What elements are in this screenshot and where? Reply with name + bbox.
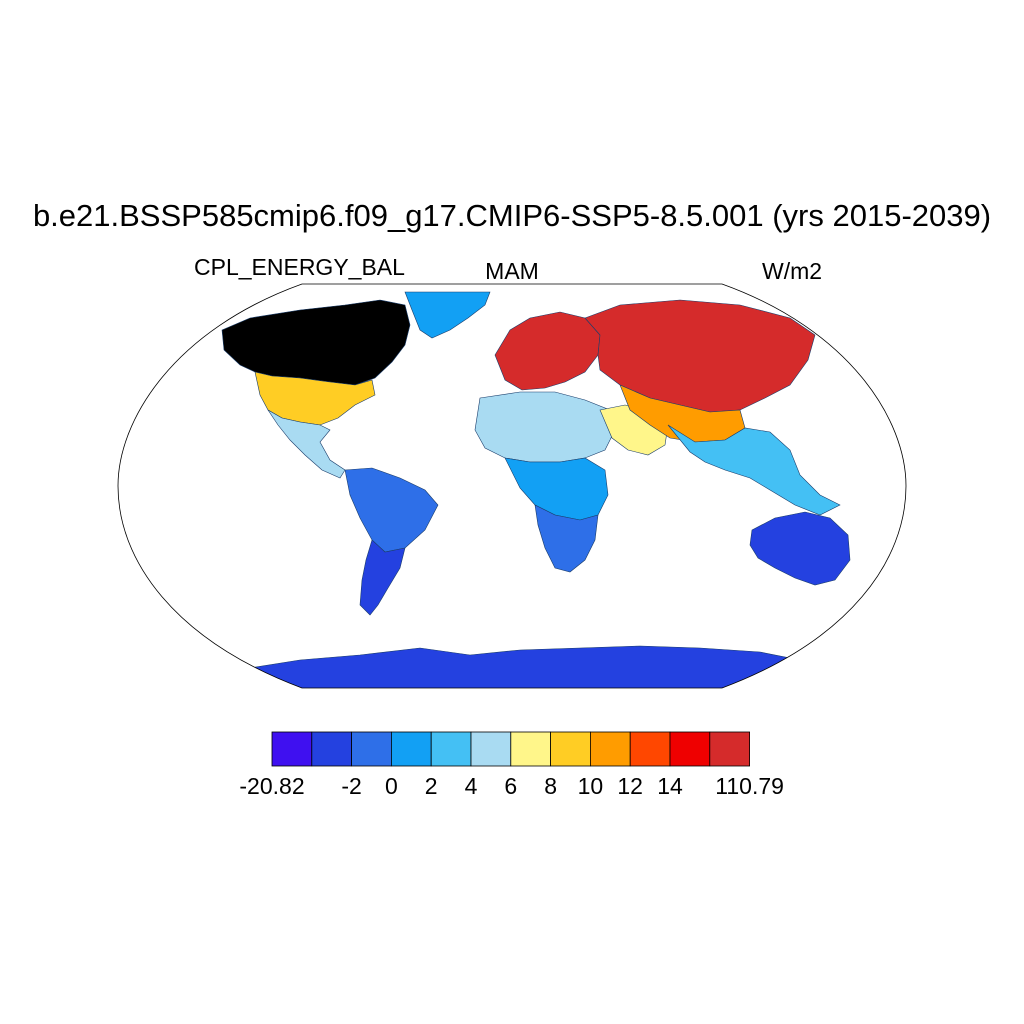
variable-label: CPL_ENERGY_BAL: [194, 254, 405, 280]
region-mexico: [267, 409, 346, 479]
colorbar-swatch: [550, 731, 591, 767]
colorbar-swatch: [271, 731, 313, 767]
colorbar-tick-label: 8: [544, 773, 557, 799]
colorbar-swatch: [351, 731, 392, 767]
region-russia: [584, 299, 816, 413]
colorbar-tick-label: 2: [424, 773, 438, 799]
region-greenland: [404, 291, 491, 339]
region-north-africa: [474, 391, 616, 463]
colorbar-swatch: [669, 731, 711, 767]
colorbar-swatch: [470, 731, 512, 767]
colorbar-swatch: [430, 731, 472, 767]
colorbar-swatch: [709, 731, 750, 767]
colorbar-tick-label: 14: [657, 773, 683, 799]
region-southern-africa: [534, 504, 599, 573]
region-canada: [221, 299, 411, 386]
region-central-africa: [504, 457, 609, 521]
colorbar-tick-label: 12: [617, 773, 643, 799]
colorbar-swatch: [311, 731, 352, 767]
colorbar-swatch: [629, 731, 671, 767]
region-antarctica: [249, 645, 801, 688]
units-label: W/m2: [762, 258, 823, 284]
colorbar-tick-label: 6: [504, 773, 518, 799]
colorbar-tick-label: -20.82: [239, 773, 305, 799]
colorbar-swatch: [590, 731, 631, 767]
plot-title: b.e21.BSSP585cmip6.f09_g17.CMIP6-SSP5-8.…: [32, 198, 992, 233]
colorbar-tick-label: -2: [341, 773, 362, 799]
colorbar-tick-label: 0: [384, 773, 398, 799]
colorbar-tick-label: 110.79: [715, 773, 784, 799]
season-label: MAM: [485, 258, 539, 284]
colorbar-tick-label: 4: [464, 773, 478, 799]
region-sa-north: [344, 467, 439, 553]
colorbar-swatch: [390, 731, 432, 767]
region-australia: [749, 511, 851, 586]
map-border: [117, 283, 907, 689]
colorbar-swatch: [510, 731, 551, 767]
colorbar-tick-label: 10: [577, 773, 604, 799]
region-sa-south: [359, 539, 406, 616]
region-south-asia: [667, 424, 841, 516]
